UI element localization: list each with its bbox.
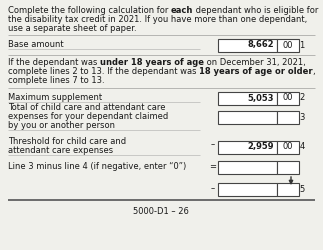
Text: Total of child care and attendant care: Total of child care and attendant care (8, 103, 165, 112)
Text: by you or another person: by you or another person (8, 121, 115, 130)
Bar (218, 39, 277, 52)
Bar (277, 111, 299, 124)
Text: –: – (211, 184, 215, 194)
Bar (277, 92, 299, 105)
Text: 2: 2 (299, 94, 305, 102)
Bar (277, 161, 299, 174)
Text: each: each (171, 6, 193, 15)
Text: ,: , (313, 67, 315, 76)
Text: If the dependant was: If the dependant was (8, 58, 100, 67)
Text: 8,662: 8,662 (247, 40, 274, 50)
Text: under 18 years of age: under 18 years of age (100, 58, 204, 67)
Text: the disability tax credit in 2021. If you have more than one dependant,: the disability tax credit in 2021. If yo… (8, 15, 307, 24)
Text: on December 31, 2021,: on December 31, 2021, (204, 58, 306, 67)
Text: 2,959: 2,959 (247, 142, 274, 151)
Text: complete lines 2 to 13. If the dependant was: complete lines 2 to 13. If the dependant… (8, 67, 199, 76)
Text: Threshold for child care and: Threshold for child care and (8, 137, 126, 146)
Text: 18 years of age or older: 18 years of age or older (199, 67, 313, 76)
Text: Complete the following calculation for: Complete the following calculation for (8, 6, 171, 15)
Text: expenses for your dependant claimed: expenses for your dependant claimed (8, 112, 168, 121)
Text: dependant who is eligible for: dependant who is eligible for (193, 6, 319, 15)
Text: 00: 00 (283, 94, 293, 102)
Text: 00: 00 (283, 40, 293, 50)
Bar (277, 140, 299, 153)
Bar (218, 161, 277, 174)
Bar (218, 111, 277, 124)
Text: 4: 4 (299, 142, 305, 151)
Text: attendant care expenses: attendant care expenses (8, 146, 113, 155)
Text: Base amount: Base amount (8, 40, 64, 49)
Text: –: – (211, 140, 215, 149)
Text: 5: 5 (299, 184, 305, 194)
Bar (218, 140, 277, 153)
Bar (218, 183, 277, 196)
Text: 5000-D1 – 26: 5000-D1 – 26 (133, 207, 189, 216)
Bar (277, 183, 299, 196)
Bar (218, 92, 277, 105)
Text: Line 3 minus line 4 (if negative, enter “0”): Line 3 minus line 4 (if negative, enter … (8, 162, 186, 171)
Text: 00: 00 (283, 142, 293, 151)
Text: 1: 1 (299, 40, 305, 50)
Text: 3: 3 (299, 112, 305, 122)
Text: Maximum supplement: Maximum supplement (8, 93, 102, 102)
Text: complete lines 7 to 13.: complete lines 7 to 13. (8, 76, 105, 85)
Text: 5,053: 5,053 (247, 94, 274, 102)
Text: use a separate sheet of paper.: use a separate sheet of paper. (8, 24, 137, 33)
Text: =: = (210, 162, 216, 172)
Bar (277, 39, 299, 52)
